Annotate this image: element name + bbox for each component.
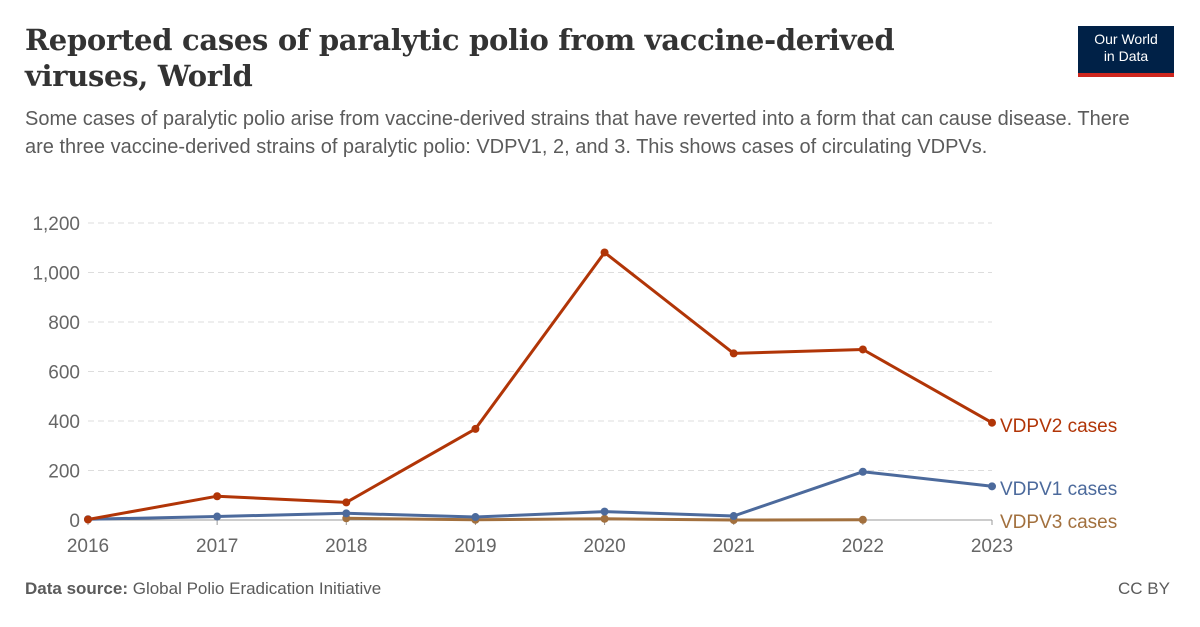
data-point: [600, 248, 609, 257]
series-labels: VDPV2 cases VDPV1 cases VDPV3 cases: [1000, 416, 1117, 533]
data-point: [858, 345, 867, 354]
owid-logo[interactable]: Our World in Data: [1078, 26, 1174, 77]
x-axis: 2016 2017 2018 2019 2020 2021 2022 2023: [67, 519, 1013, 557]
y-tick-label: 0: [69, 511, 80, 532]
data-point: [729, 349, 738, 358]
x-tick-label: 2022: [842, 536, 884, 557]
series-lines: [87, 251, 993, 522]
data-point: [600, 507, 609, 516]
data-point: [858, 515, 867, 524]
x-tick-label: 2018: [325, 536, 367, 557]
series-label: VDPV3 cases: [1000, 512, 1117, 533]
y-tick-label: 200: [48, 462, 80, 483]
x-tick-label: 2019: [454, 536, 496, 557]
series-line-vdpv1-cases: [87, 470, 993, 521]
data-point: [600, 514, 609, 523]
data-point: [988, 482, 996, 491]
chart-subtitle: Some cases of paralytic polio arise from…: [25, 108, 1130, 158]
y-tick-label: 1,200: [32, 214, 80, 235]
data-point: [988, 418, 996, 427]
data-point: [213, 492, 222, 501]
data-point: [471, 424, 480, 433]
series-line-vdpv2-cases: [87, 251, 993, 521]
data-point: [858, 467, 867, 476]
data-point: [213, 512, 222, 521]
chart-title: Reported cases of paralytic polio from v…: [25, 23, 895, 93]
grid-lines: [88, 222, 992, 471]
y-axis-tick-labels: 0 200 400 600 800 1,000 1,200: [32, 214, 80, 532]
data-source: Data source: Global Polio Eradication In…: [25, 579, 381, 599]
y-tick-label: 1,000: [32, 264, 80, 285]
logo-accent-bar: [1078, 73, 1174, 77]
data-point: [729, 512, 738, 521]
series-label: VDPV1 cases: [1000, 479, 1117, 500]
data-point: [342, 509, 351, 518]
data-point: [84, 515, 92, 524]
series-points: [84, 248, 996, 524]
y-tick-label: 600: [48, 363, 80, 384]
x-tick-label: 2016: [67, 536, 109, 557]
logo-line-1: Our World: [1094, 31, 1158, 47]
license-link[interactable]: CC BY: [1118, 579, 1170, 598]
series-label: VDPV2 cases: [1000, 416, 1117, 437]
x-tick-label: 2020: [583, 536, 625, 557]
data-source-label: Data source:: [25, 579, 128, 598]
x-tick-label: 2023: [971, 536, 1013, 557]
y-tick-label: 800: [48, 313, 80, 334]
logo-line-2: in Data: [1103, 48, 1149, 64]
data-source-link[interactable]: Global Polio Eradication Initiative: [132, 579, 382, 598]
y-tick-label: 400: [48, 412, 80, 433]
data-point: [342, 498, 351, 507]
x-tick-label: 2017: [196, 536, 238, 557]
x-tick-label: 2021: [713, 536, 755, 557]
data-point: [471, 513, 480, 522]
